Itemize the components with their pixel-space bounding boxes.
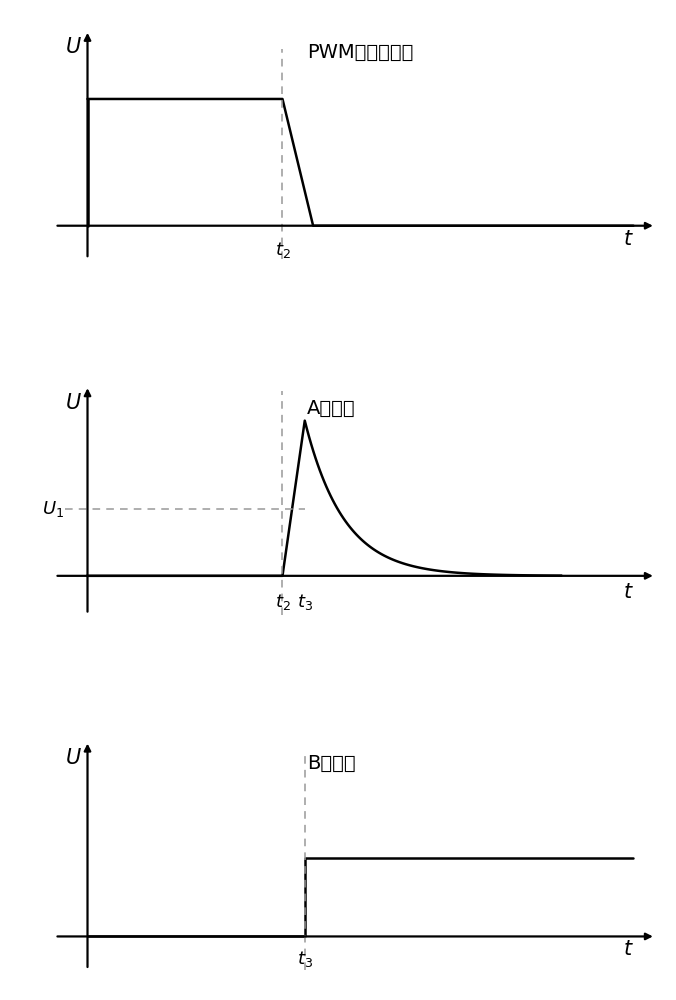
Text: t: t bbox=[624, 939, 632, 959]
Text: A点电势: A点电势 bbox=[307, 399, 356, 418]
Text: $t_3$: $t_3$ bbox=[297, 949, 313, 969]
Text: U: U bbox=[66, 748, 81, 768]
Text: $t_3$: $t_3$ bbox=[297, 592, 313, 612]
Text: B点电势: B点电势 bbox=[307, 754, 356, 773]
Text: U: U bbox=[66, 393, 81, 413]
Text: $t_2$: $t_2$ bbox=[274, 592, 291, 612]
Text: t: t bbox=[624, 582, 632, 602]
Text: $t_2$: $t_2$ bbox=[274, 240, 291, 260]
Text: U: U bbox=[66, 37, 81, 57]
Text: $U_1$: $U_1$ bbox=[42, 499, 64, 519]
Text: PWM信号下降沿: PWM信号下降沿 bbox=[307, 43, 413, 62]
Text: t: t bbox=[624, 229, 632, 249]
